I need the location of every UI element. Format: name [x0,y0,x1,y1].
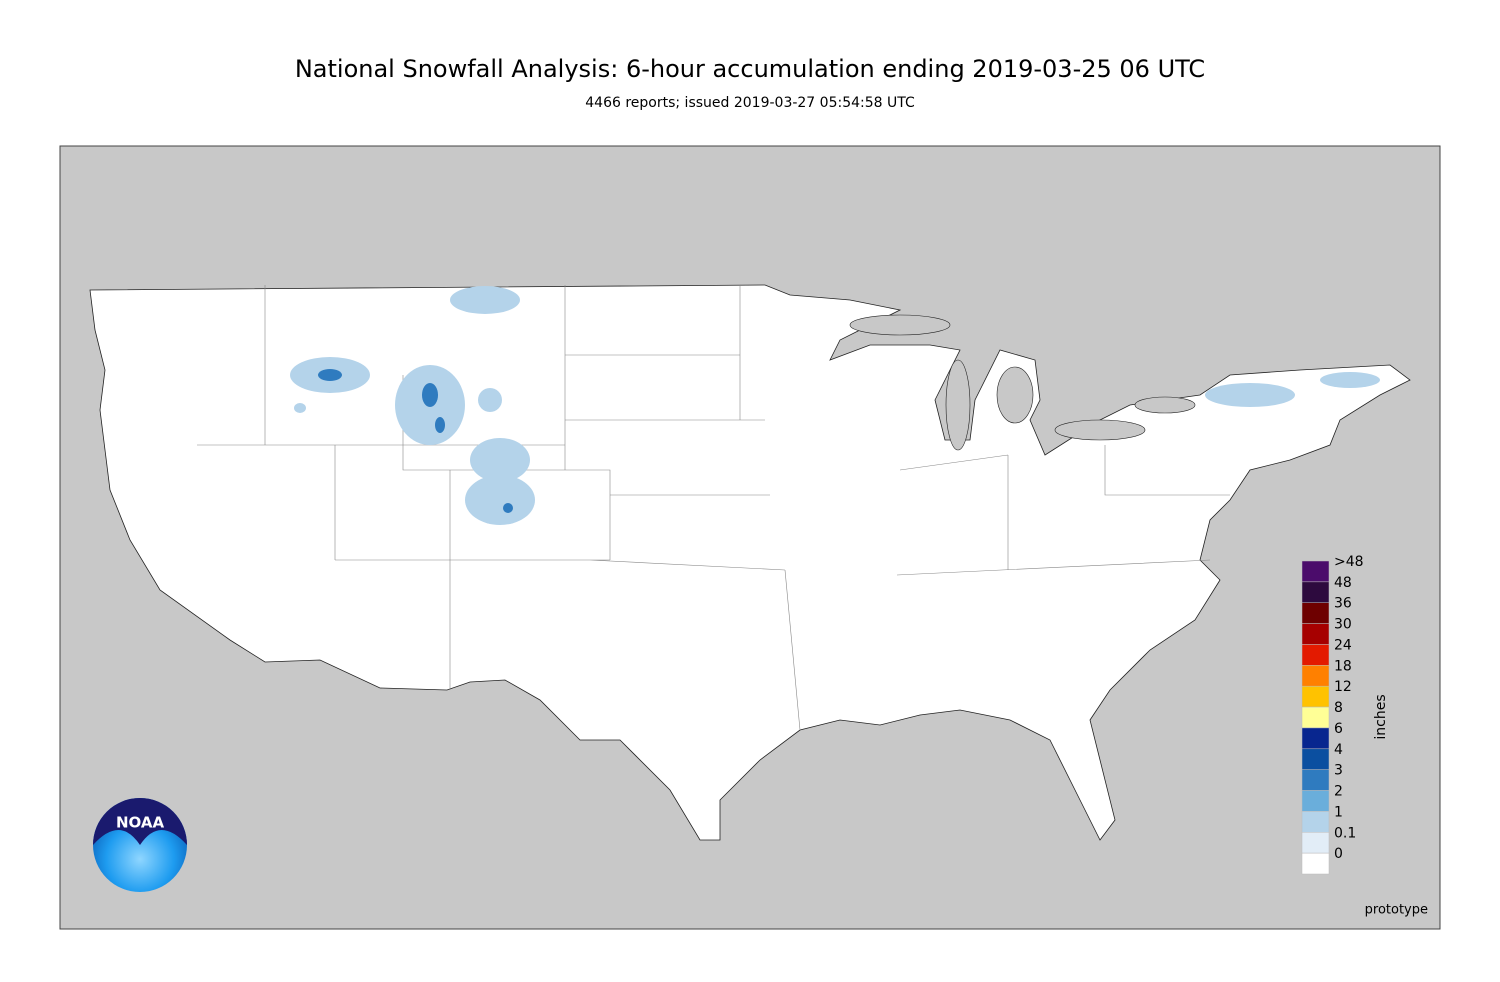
legend-level-label: 24 [1334,637,1352,653]
map: NOAA prototype [59,145,1441,930]
legend-swatch [1301,769,1330,791]
legend-swatch [1301,790,1330,812]
legend-level-label: 0.1 [1334,825,1356,841]
legend-level-label: 3 [1334,763,1343,779]
logo-text: NOAA [116,814,165,832]
legend-swatch [1301,560,1330,583]
legend-level-label: 12 [1334,679,1352,695]
snow-heavy [318,369,513,513]
legend-swatch [1301,602,1330,624]
legend-swatch [1301,665,1330,687]
title: National Snowfall Analysis: 6-hour accum… [295,55,1205,83]
legend-swatch [1301,644,1330,666]
note: prototype [1365,903,1428,918]
lakes [849,314,1196,451]
legend-label: inches [1373,694,1389,739]
legend-swatch [1301,706,1330,729]
legend-level-label: 48 [1334,575,1352,591]
legend-swatch [1301,623,1330,645]
legend-level-label: 2 [1334,784,1343,800]
subtitle: 4466 reports; issued 2019-03-27 05:54:58… [585,95,915,111]
legend-swatch [1301,852,1330,875]
legend-level-label: 18 [1334,658,1352,674]
legend-level-label: 36 [1334,596,1352,612]
legend-swatch [1301,685,1330,708]
legend-swatch [1301,727,1330,750]
legend-swatch [1301,811,1330,833]
legend-level-label: >48 [1334,554,1364,570]
legend-level-label: 30 [1334,617,1352,633]
legend: inches >48 48 36 30 24 18 12 8 6 4 3 2 1 0.1 0 [1301,554,1389,875]
legend-swatch [1301,748,1330,770]
legend-level-label: 4 [1334,742,1343,758]
legend-level-label: 8 [1334,700,1343,716]
legend-swatch [1301,581,1330,603]
legend-level-label: 6 [1334,721,1343,737]
logo-top [93,798,187,845]
legend-level-label: 0 [1334,846,1343,862]
legend-level-label: 1 [1334,804,1343,820]
legend-swatch [1301,832,1330,854]
